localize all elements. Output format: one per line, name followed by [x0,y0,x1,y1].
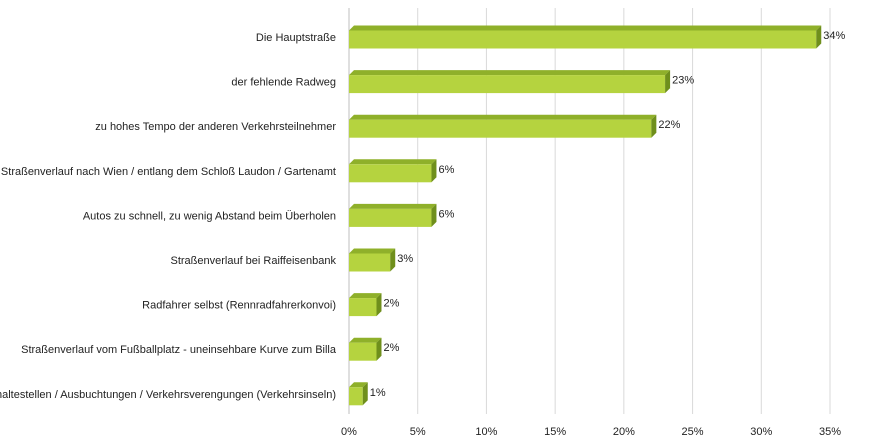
bar-top [349,114,657,120]
bar [349,75,666,94]
bar [349,119,652,138]
data-label: 6% [438,164,454,176]
bar-top [349,159,437,165]
bar [349,342,377,361]
bar-side [390,248,396,272]
bar [349,30,817,49]
category-label: Straßenverlauf bei Raiffeisenbank [170,255,336,267]
x-tick-label: 10% [475,426,497,438]
category-label: der fehlende Radweg [231,77,336,89]
data-label: 22% [658,119,680,131]
x-tick-label: 30% [750,426,772,438]
bar [349,164,432,183]
bar-top [349,25,822,31]
x-tick-label: 35% [819,426,841,438]
x-tick-label: 25% [682,426,704,438]
category-label: zu hohes Tempo der anderen Verkehrsteiln… [95,121,336,133]
bar-side [376,293,382,317]
category-label: Straßenverlauf vom Fußballplatz - uneins… [21,344,337,356]
bar-side [665,70,671,94]
category-label: Radfahrer selbst (Rennradfahrerkonvoi) [142,300,336,312]
data-label: 2% [383,298,399,310]
category-label: Straßenverlauf nach Wien / entlang dem S… [1,166,336,178]
bar-side [816,25,822,49]
data-label: 2% [383,342,399,354]
data-label: 23% [672,75,694,87]
bar [349,298,377,317]
bar-side [362,382,368,406]
category-label: Die Hauptstraße [256,32,336,44]
bar [349,253,391,272]
data-label: 3% [397,253,413,265]
bar-top [349,70,671,76]
bar-side [431,159,437,183]
bar-top [349,248,396,254]
bar [349,387,363,406]
category-label: Autos zu schnell, zu wenig Abstand beim … [83,210,336,222]
x-tick-label: 5% [410,426,426,438]
x-tick-label: 0% [341,426,357,438]
bar-side [431,203,437,227]
bar-top [349,203,437,209]
bar-top [349,293,382,299]
data-label: 1% [370,387,386,399]
data-label: 34% [823,30,845,42]
bar-side [651,114,657,138]
bar-top [349,382,368,388]
bar-side [376,337,382,361]
bar [349,208,432,227]
data-label: 6% [438,208,454,220]
category-label: Bushaltestellen / Ausbuchtungen / Verkeh… [0,389,336,401]
x-tick-label: 15% [544,426,566,438]
x-tick-label: 20% [613,426,635,438]
bar-top [349,337,382,343]
